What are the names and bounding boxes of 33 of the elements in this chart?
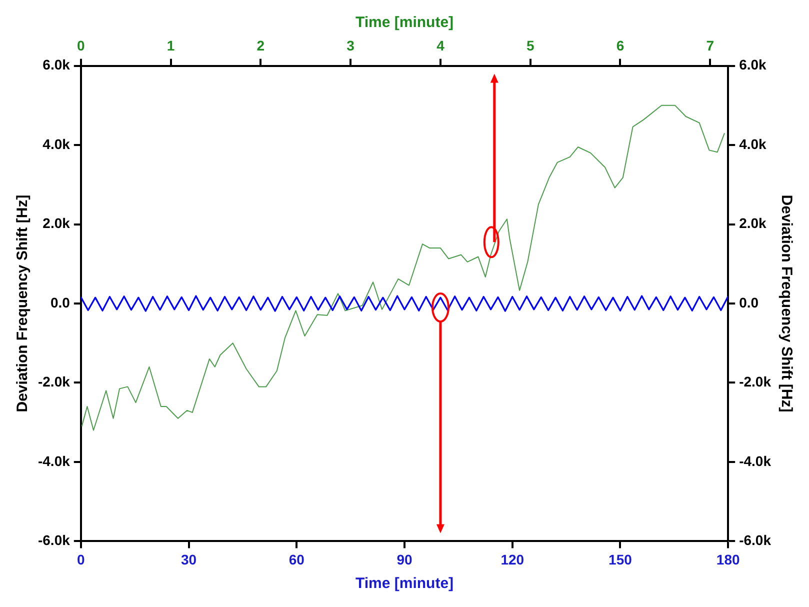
y-tick-label: 0.0: [50, 294, 70, 310]
x-tick-label: 90: [396, 551, 412, 568]
y2-tick-label: 0.0: [739, 294, 759, 310]
y2-tick-label: -6.0k: [739, 532, 772, 548]
y-tick-label: -2.0k: [38, 374, 70, 390]
x2-tick-label: 0: [77, 37, 86, 54]
x2-tick-label: 3: [346, 37, 355, 54]
y2-tick-label: -4.0k: [739, 452, 772, 469]
x-tick-label: 0: [77, 551, 86, 568]
x2-tick-label: 5: [526, 37, 534, 54]
y-tick-label: 6.0k: [42, 56, 70, 73]
x2-tick-label: 1: [166, 37, 175, 54]
x-tick-label: 180: [716, 551, 740, 568]
x-axis-title: Time [minute]: [355, 575, 454, 592]
y-tick-label: -6.0k: [38, 532, 70, 548]
x-tick-label: 60: [288, 551, 305, 568]
y-axis-title: Deviation Frequency Shift [Hz]: [14, 194, 32, 412]
y2-axis-title: Deviation Frequency Shift [Hz]: [778, 194, 795, 412]
x-tick-label: 150: [608, 551, 632, 568]
x2-tick-label: 6: [616, 37, 624, 54]
x2-tick-label: 2: [256, 37, 265, 54]
x-tick-label: 120: [500, 551, 524, 568]
y-tick-label: 2.0k: [42, 215, 70, 232]
y2-tick-label: 4.0k: [739, 136, 767, 152]
y-tick-label: -4.0k: [38, 452, 70, 469]
x2-tick-label: 7: [706, 37, 714, 54]
y2-tick-label: -2.0k: [739, 374, 772, 390]
y-tick-label: 4.0k: [42, 136, 70, 152]
x2-tick-label: 4: [436, 37, 445, 54]
y2-tick-label: 2.0k: [739, 215, 767, 232]
x-tick-label: 30: [180, 551, 197, 568]
y2-tick-label: 6.0k: [739, 56, 767, 73]
x2-axis-title: Time [minute]: [355, 14, 454, 32]
